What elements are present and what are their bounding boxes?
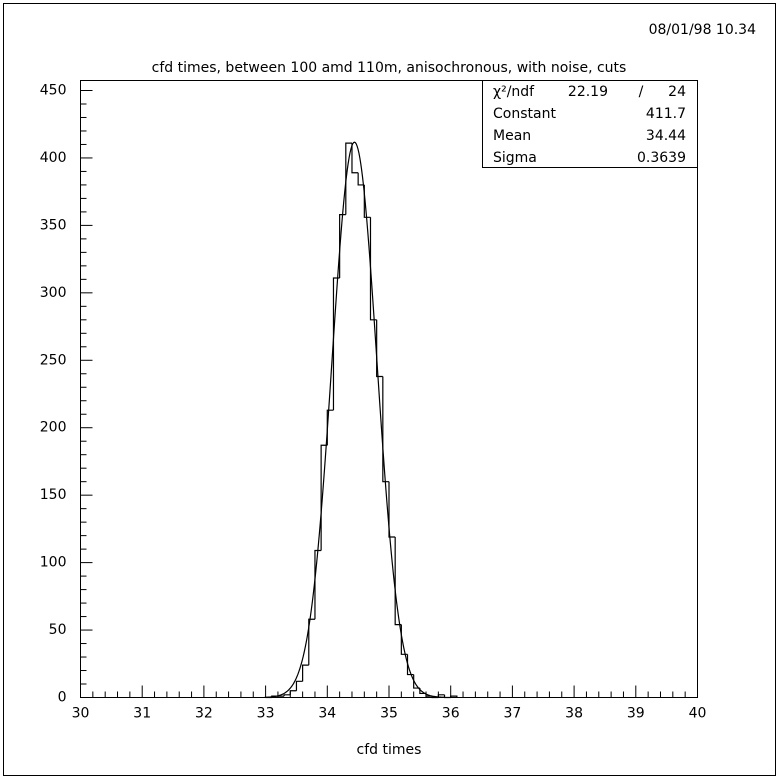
fit-curve bbox=[264, 141, 445, 698]
y-tick-label: 350 bbox=[40, 217, 67, 233]
stat-separator: / bbox=[639, 84, 644, 100]
x-axis-label: cfd times bbox=[357, 742, 422, 758]
x-tick-label: 33 bbox=[257, 706, 275, 722]
stat-value: 0.3639 bbox=[637, 150, 686, 166]
stat-label: Mean bbox=[493, 128, 531, 144]
histogram-bin bbox=[295, 680, 303, 691]
histogram-bin bbox=[357, 172, 365, 186]
x-tick-label: 37 bbox=[503, 706, 521, 722]
stat-label: χ²/ndf bbox=[493, 84, 535, 100]
stat-label: Sigma bbox=[493, 150, 537, 166]
y-tick-label: 50 bbox=[49, 622, 67, 638]
histogram-bin bbox=[388, 481, 396, 538]
x-tick-label: 31 bbox=[133, 706, 151, 722]
histogram-bin bbox=[351, 143, 359, 174]
x-tick-label: 36 bbox=[442, 706, 460, 722]
histogram-bin bbox=[345, 142, 352, 215]
y-tick-label: 250 bbox=[40, 352, 67, 368]
x-tick-label: 40 bbox=[689, 706, 707, 722]
y-tick-label: 100 bbox=[40, 555, 67, 571]
histogram-bin bbox=[382, 376, 389, 483]
histogram-bin bbox=[450, 695, 458, 698]
y-tick-label: 450 bbox=[40, 83, 67, 99]
stat-value: 34.44 bbox=[646, 128, 686, 144]
y-tick-label: 0 bbox=[58, 690, 67, 706]
y-tick-label: 150 bbox=[40, 487, 67, 503]
stat-value: 411.7 bbox=[646, 106, 686, 122]
x-tick-label: 34 bbox=[318, 706, 336, 722]
stat-label: Constant bbox=[493, 106, 556, 122]
histogram-bin bbox=[443, 694, 451, 699]
x-tick-label: 35 bbox=[380, 706, 398, 722]
chart-title: cfd times, between 100 amd 110m, anisoch… bbox=[152, 60, 627, 76]
outer-frame bbox=[3, 3, 776, 776]
y-tick-label: 300 bbox=[40, 285, 67, 301]
x-tick-label: 30 bbox=[72, 706, 90, 722]
histogram-bin bbox=[376, 319, 383, 378]
histogram-bin bbox=[289, 690, 297, 695]
y-tick-label: 200 bbox=[40, 420, 67, 436]
stat-value: 22.19 bbox=[568, 84, 608, 100]
histogram-bin bbox=[302, 664, 309, 682]
timestamp: 08/01/98 10.34 bbox=[649, 22, 756, 38]
histogram-bin bbox=[283, 694, 291, 697]
x-tick-label: 32 bbox=[195, 706, 213, 722]
x-tick-label: 38 bbox=[565, 706, 583, 722]
plot-frame bbox=[80, 80, 698, 698]
y-tick-label: 400 bbox=[40, 150, 67, 166]
histogram-bin bbox=[314, 549, 322, 620]
stat-value: 24 bbox=[668, 84, 686, 100]
stats-box bbox=[482, 80, 698, 168]
x-tick-label: 39 bbox=[627, 706, 645, 722]
histogram-bin bbox=[308, 618, 315, 666]
